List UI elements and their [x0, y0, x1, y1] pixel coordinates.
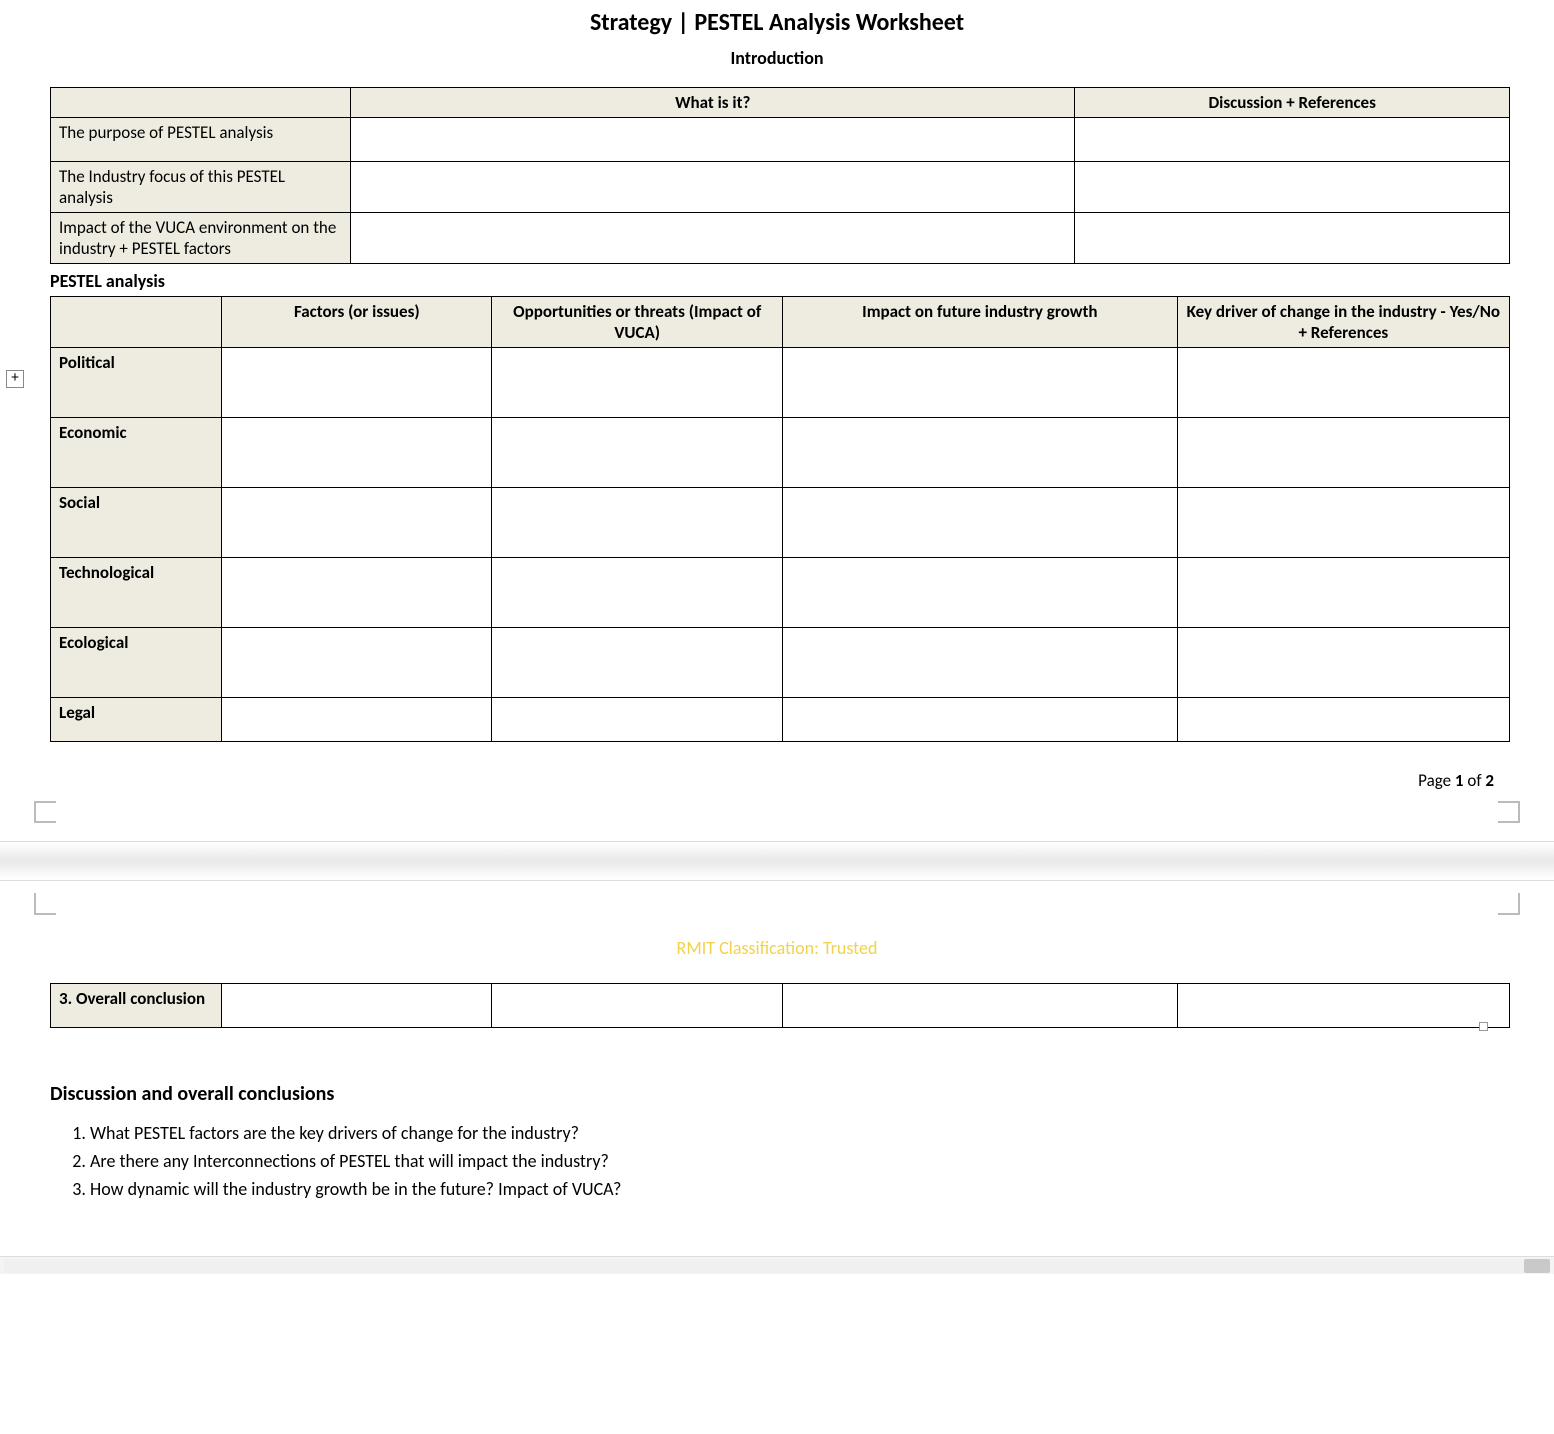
pestel-header-blank [51, 297, 222, 348]
pestel-cell[interactable] [492, 348, 783, 418]
pestel-row: Political [51, 348, 1510, 418]
pestel-row: Ecological [51, 628, 1510, 698]
pestel-cell[interactable] [783, 628, 1178, 698]
pestel-row: Technological [51, 558, 1510, 628]
intro-cell[interactable] [351, 162, 1075, 213]
intro-row: The purpose of PESTEL analysis [51, 118, 1510, 162]
pestel-cell[interactable] [222, 698, 492, 742]
intro-header-what: What is it? [351, 88, 1075, 118]
discussion-question: Are there any Interconnections of PESTEL… [90, 1150, 1534, 1172]
crop-mark-icon [1498, 893, 1520, 915]
page-current: 1 [1455, 770, 1464, 791]
scrollbar-thumb[interactable] [1524, 1259, 1550, 1273]
crop-mark-icon [34, 893, 56, 915]
page-2: RMIT Classification: Trusted 3. Overall … [0, 881, 1554, 1236]
pestel-header-row: Factors (or issues) Opportunities or thr… [51, 297, 1510, 348]
intro-cell[interactable] [351, 118, 1075, 162]
pestel-cell[interactable] [783, 698, 1178, 742]
discussion-question-list: What PESTEL factors are the key drivers … [90, 1122, 1534, 1200]
pestel-row-label: Legal [51, 698, 222, 742]
document-title: Strategy | PESTEL Analysis Worksheet [20, 8, 1534, 37]
pestel-cell[interactable] [783, 558, 1178, 628]
intro-row-label: The purpose of PESTEL analysis [51, 118, 351, 162]
intro-header-blank [51, 88, 351, 118]
pestel-cell[interactable] [783, 488, 1178, 558]
discussion-question: What PESTEL factors are the key drivers … [90, 1122, 1534, 1144]
pestel-cell[interactable] [222, 558, 492, 628]
pestel-cell[interactable] [222, 488, 492, 558]
pestel-cell[interactable] [783, 348, 1178, 418]
conclusion-cell[interactable] [492, 984, 783, 1028]
pestel-cell[interactable] [1177, 628, 1509, 698]
pestel-cell[interactable] [492, 698, 783, 742]
pestel-cell[interactable] [1177, 558, 1509, 628]
pestel-header-factors: Factors (or issues) [222, 297, 492, 348]
intro-row: Impact of the VUCA environment on the in… [51, 213, 1510, 264]
section-heading-pestel: PESTEL analysis [50, 270, 1534, 292]
intro-row: The Industry focus of this PESTEL analys… [51, 162, 1510, 213]
pestel-cell[interactable] [492, 418, 783, 488]
pestel-cell[interactable] [222, 628, 492, 698]
pestel-row-label: Technological [51, 558, 222, 628]
horizontal-scrollbar[interactable] [0, 1256, 1554, 1274]
table-resize-handle-icon[interactable] [1479, 1022, 1488, 1031]
page-number: Page 1 of 2 [20, 770, 1494, 791]
intro-table: What is it? Discussion + References The … [50, 87, 1510, 264]
section-heading-introduction: Introduction [20, 47, 1534, 69]
pestel-cell[interactable] [222, 348, 492, 418]
intro-table-header-row: What is it? Discussion + References [51, 88, 1510, 118]
pestel-row: Legal [51, 698, 1510, 742]
conclusion-table: 3. Overall conclusion [50, 983, 1510, 1028]
classification-banner: RMIT Classification: Trusted [20, 937, 1534, 959]
pestel-cell[interactable] [492, 628, 783, 698]
conclusion-cell[interactable] [1177, 984, 1509, 1028]
intro-row-label: The Industry focus of this PESTEL analys… [51, 162, 351, 213]
page-label: Page [1418, 770, 1455, 791]
pestel-cell[interactable] [1177, 418, 1509, 488]
discussion-question: How dynamic will the industry growth be … [90, 1178, 1534, 1200]
section-heading-discussion: Discussion and overall conclusions [50, 1082, 1534, 1106]
page-total: 2 [1485, 770, 1494, 791]
intro-cell[interactable] [1075, 118, 1510, 162]
outline-expand-icon[interactable]: + [6, 370, 24, 388]
pestel-cell[interactable] [1177, 488, 1509, 558]
crop-mark-icon [1498, 801, 1520, 823]
page-1: Strategy | PESTEL Analysis Worksheet Int… [0, 8, 1554, 841]
pestel-table: Factors (or issues) Opportunities or thr… [50, 296, 1510, 742]
pestel-header-opportunities: Opportunities or threats (Impact of VUCA… [492, 297, 783, 348]
intro-cell[interactable] [1075, 162, 1510, 213]
scrollbar-track[interactable] [4, 1259, 1550, 1273]
pestel-row: Economic [51, 418, 1510, 488]
pestel-cell[interactable] [1177, 348, 1509, 418]
crop-mark-icon [34, 801, 56, 823]
intro-cell[interactable] [351, 213, 1075, 264]
pestel-header-impact: Impact on future industry growth [783, 297, 1178, 348]
pestel-cell[interactable] [222, 418, 492, 488]
pestel-row-label: Economic [51, 418, 222, 488]
pestel-cell[interactable] [1177, 698, 1509, 742]
intro-cell[interactable] [1075, 213, 1510, 264]
conclusion-row-label: 3. Overall conclusion [51, 984, 222, 1028]
conclusion-row: 3. Overall conclusion [51, 984, 1510, 1028]
intro-row-label: Impact of the VUCA environment on the in… [51, 213, 351, 264]
pestel-cell[interactable] [492, 558, 783, 628]
page-break [0, 841, 1554, 881]
pestel-row-label: Political [51, 348, 222, 418]
intro-header-discussion: Discussion + References [1075, 88, 1510, 118]
pestel-row: Social [51, 488, 1510, 558]
pestel-row-label: Social [51, 488, 222, 558]
pestel-cell[interactable] [783, 418, 1178, 488]
pestel-row-label: Ecological [51, 628, 222, 698]
pestel-header-keydriver: Key driver of change in the industry - Y… [1177, 297, 1509, 348]
conclusion-cell[interactable] [783, 984, 1178, 1028]
conclusion-cell[interactable] [222, 984, 492, 1028]
page-of: of [1464, 770, 1486, 791]
pestel-cell[interactable] [492, 488, 783, 558]
